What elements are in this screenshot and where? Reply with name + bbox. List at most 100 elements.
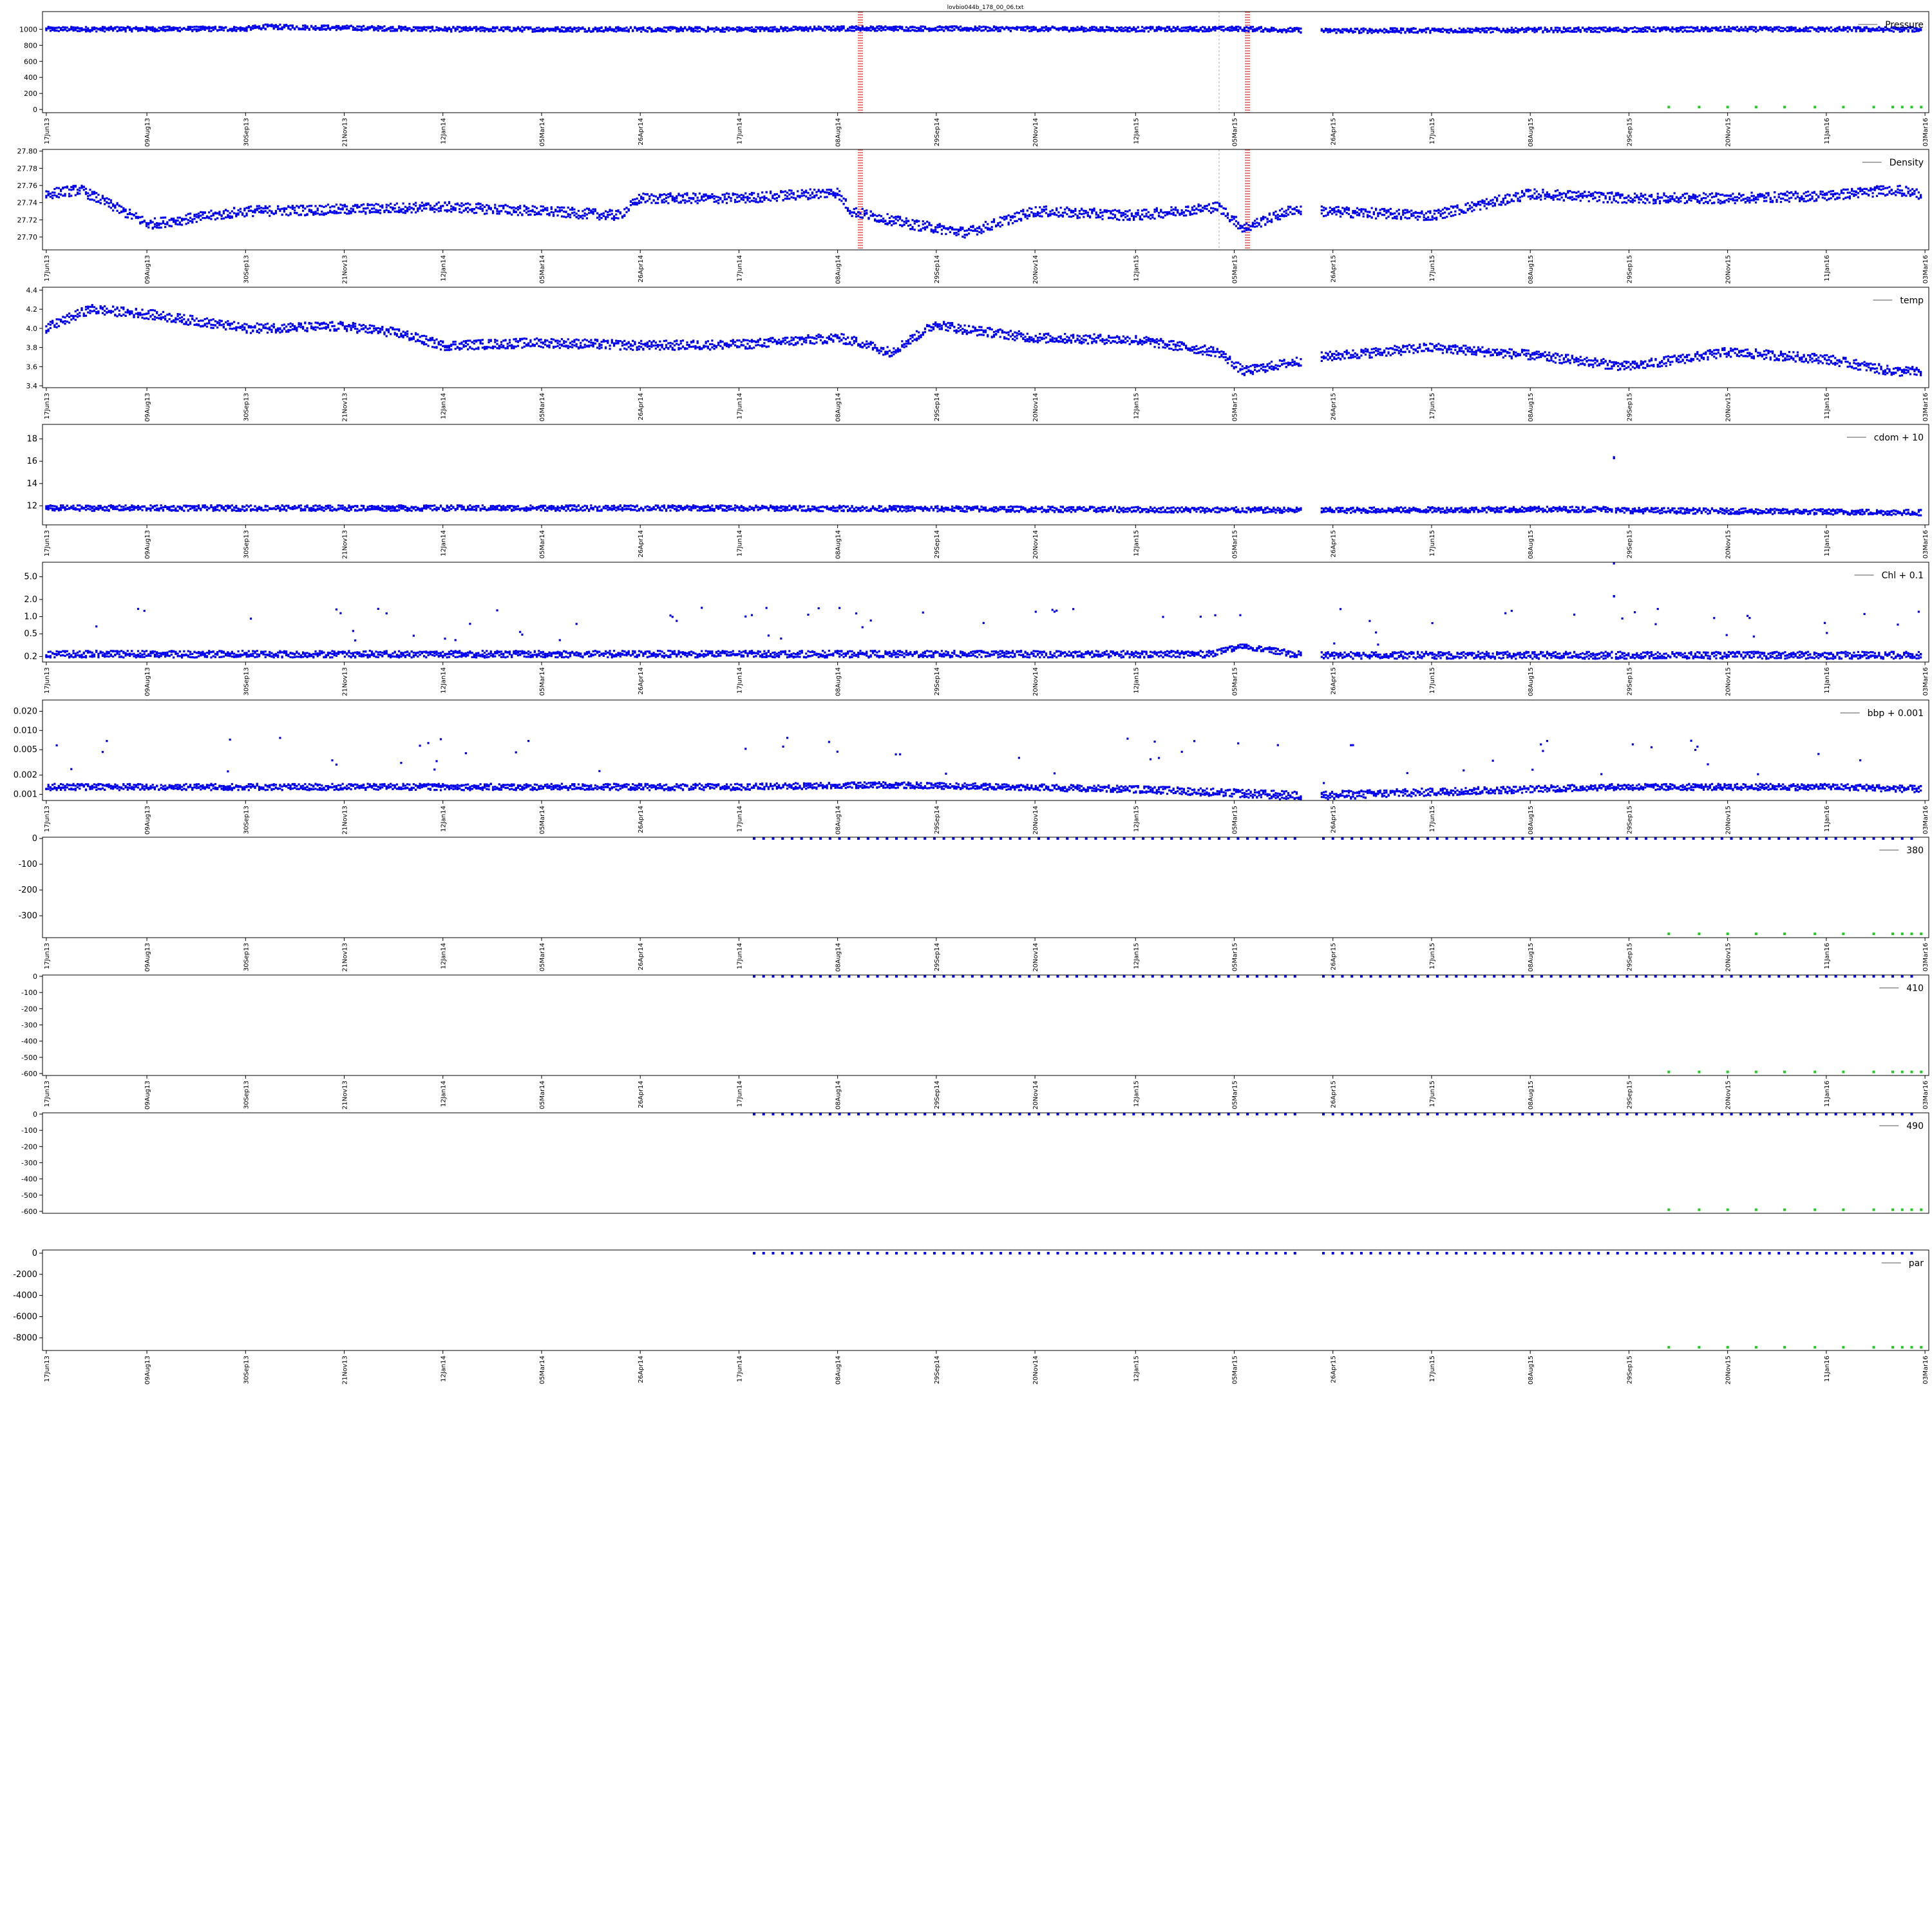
panel-2-xtick-18: 11Jan16 [1824,393,1831,419]
panel-2: 3.4 3.6 3.8 4.0 4.2 4.4 17Jun13 09Aug13 30Sep13 2… [26,286,1930,422]
figure-title: lovbio044b_178_00_06.txt [947,5,1024,11]
panel-0-xtick-18: 11Jan16 [1824,118,1831,144]
panel-6-ytick-1: -100 [18,860,37,869]
panel-9-legend: par [1881,1258,1924,1269]
panel-5-xtick-5: 05Mar14 [539,806,546,834]
panel-9-xtick-1: 09Aug13 [144,1356,151,1385]
panel-6-xtick-2: 30Sep13 [243,943,250,971]
panel-7-data-points [753,975,1913,978]
panel-4-xtick-14: 17Jun15 [1429,667,1436,694]
panel-3-xtick-14: 17Jun15 [1429,530,1436,556]
panel-4-xtick-2: 30Sep13 [243,667,250,696]
panel-7-ytick-2: -200 [21,1005,37,1013]
panel-3-xtick-2: 30Sep13 [243,530,250,558]
panel-8-ytick-0: 0 [33,1110,37,1119]
panel-6-green-markers [1667,933,1923,935]
panel-2-ytick-4: 4.2 [26,305,38,314]
panel-0-ytick-1: 200 [24,90,37,98]
panel-7-xtick-10: 20Nov14 [1032,1081,1039,1110]
panel-0-ytick-5: 1000 [19,25,37,33]
panel-5-data-points [45,737,1922,800]
panel-2-frame [42,287,1929,388]
panel-5-xtick-14: 17Jun15 [1429,806,1436,832]
panel-1-legend: Density [1862,158,1924,168]
panel-4-ytick-0: 0.2 [24,652,37,661]
panel-3-xtick-0: 17Jun13 [44,530,51,556]
panel-0-xtick-16: 29Sep15 [1626,118,1633,146]
panel-2-xtick-13: 26Apr15 [1331,393,1338,421]
panel-3-xtick-1: 09Aug13 [144,530,151,559]
panel-6-xtick-19: 03Mar16 [1922,943,1929,971]
panel-8-frame [42,1112,1929,1214]
panel-5-xtick-13: 26Apr15 [1331,806,1338,833]
panel-1-xtick-18: 11Jan16 [1824,255,1831,281]
panel-2-legend: temp [1873,296,1924,306]
panel-5-xtick-19: 03Mar16 [1922,806,1929,834]
panel-0-xtick-6: 26Apr14 [638,118,645,146]
panel-3-xtick-6: 26Apr14 [638,530,645,558]
panel-1-xtick-14: 17Jun15 [1429,255,1436,281]
panel-2-xtick-16: 29Sep15 [1626,393,1633,421]
panel-2-xtick-6: 26Apr14 [638,393,645,421]
panel-9-data-points [753,1251,1913,1255]
panel-1-xtick-2: 30Sep13 [243,255,250,283]
panel-0-xtick-7: 17Jun14 [736,118,743,144]
panel-2-ytick-0: 3.4 [26,382,38,390]
panel-4-xtick-9: 29Sep14 [934,667,941,696]
panel-2-xtick-17: 20Nov15 [1725,393,1732,422]
panel-4-xtick-17: 20Nov15 [1725,667,1732,696]
panel-6-xtick-3: 21Nov13 [342,943,349,972]
panel-7-xtick-12: 05Mar15 [1232,1081,1239,1109]
panel-9-xtick-8: 08Aug14 [835,1356,842,1385]
panel-0-xtick-14: 17Jun15 [1429,118,1436,144]
panel-1-xtick-7: 17Jun14 [736,255,743,281]
panel-3-xtick-9: 29Sep14 [934,530,941,558]
panel-8-legend: 490 [1879,1121,1924,1132]
panel-3-xtick-19: 03Mar16 [1922,530,1929,558]
panel-5-xtick-7: 17Jun14 [736,806,743,832]
panel-1-xtick-3: 21Nov13 [342,255,349,284]
panel-6-xtick-5: 05Mar14 [539,943,546,971]
panel-0-xtick-12: 05Mar15 [1232,118,1239,146]
panel-9-xtick-19: 03Mar16 [1922,1356,1929,1384]
panel-7-xtick-9: 29Sep14 [934,1081,941,1109]
panel-7-ytick-0: 0 [33,972,37,981]
panel-1-xtick-4: 12Jan14 [440,255,448,281]
panel-1-ytick-1: 27.72 [17,216,38,224]
panel-6-xtick-15: 08Aug15 [1528,943,1535,972]
panel-3-xtick-18: 11Jan16 [1824,530,1831,556]
panel-8-ytick-4: -400 [21,1175,37,1184]
panel-3-legend-label: cdom + 10 [1874,433,1924,443]
panel-2-xtick-8: 08Aug14 [835,393,842,422]
panel-4-xtick-0: 17Jun13 [44,667,51,694]
panel-6-xtick-11: 12Jan15 [1133,943,1140,969]
panel-7-ytick-1: -100 [21,989,37,997]
panel-6-xtick-16: 29Sep15 [1626,943,1633,971]
panel-9-ytick-0: 0 [32,1249,37,1258]
panel-3-ytick-0: 12 [26,502,37,511]
panel-2-xtick-10: 20Nov14 [1032,393,1039,422]
panel-4-xtick-12: 05Mar15 [1232,667,1239,696]
panel-8-legend-label: 490 [1906,1121,1924,1132]
panel-7-xtick-16: 29Sep15 [1626,1081,1633,1109]
panel-0-xtick-2: 30Sep13 [243,118,250,146]
panel-0-ytick-3: 600 [24,57,37,66]
panel-3-xtick-13: 26Apr15 [1331,530,1338,558]
panel-7-xtick-8: 08Aug14 [835,1081,842,1110]
panel-0-ytick-2: 400 [24,73,37,82]
panel-9-ytick-1: -2000 [13,1270,37,1280]
panel-4-ytick-4: 5.0 [24,573,37,582]
panel-5-xtick-6: 26Apr14 [638,806,645,833]
panel-3-xtick-10: 20Nov14 [1032,530,1039,559]
panel-9-xtick-17: 20Nov15 [1725,1356,1732,1385]
panel-0-xtick-13: 26Apr15 [1331,118,1338,146]
panel-7-xtick-4: 12Jan14 [440,1081,448,1107]
panel-7-xtick-3: 21Nov13 [342,1081,349,1110]
panel-2-ytick-1: 3.6 [26,363,38,371]
panel-4-legend: Chl + 0.1 [1854,571,1924,581]
panel-9-xtick-11: 12Jan15 [1133,1356,1140,1382]
panel-4-xtick-6: 26Apr14 [638,667,645,695]
panel-8-ytick-3: -300 [21,1159,37,1167]
panel-1-flag-1 [1245,149,1250,250]
